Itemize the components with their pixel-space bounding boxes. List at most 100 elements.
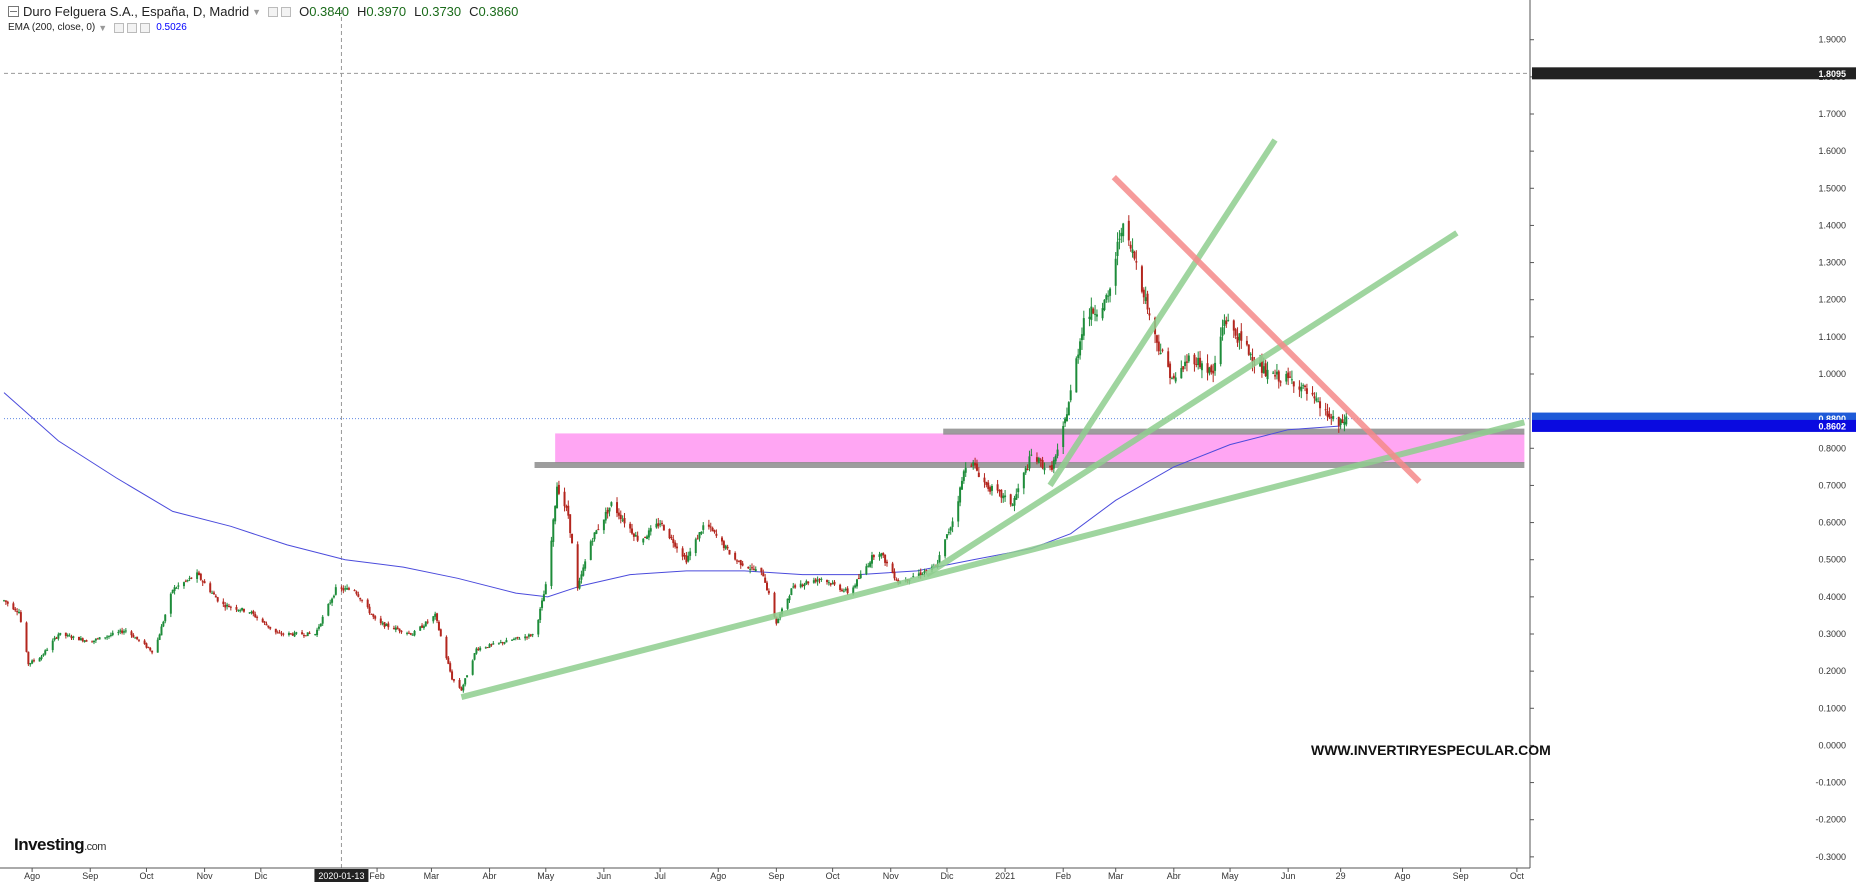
candle-body — [151, 650, 154, 653]
candle-body — [83, 640, 86, 642]
candle-body — [825, 580, 828, 583]
candle — [1114, 252, 1117, 295]
candle — [145, 642, 148, 649]
candle — [1290, 370, 1293, 385]
candle-body — [912, 576, 915, 578]
candle-body — [1037, 457, 1040, 463]
candle — [567, 500, 570, 519]
candle — [1275, 363, 1278, 380]
price-tick-label: 1.3000 — [1818, 258, 1846, 268]
candle-body — [960, 480, 963, 490]
indicator-chevron-icon[interactable]: ▼ — [98, 22, 108, 33]
candle — [308, 631, 311, 635]
candle-body — [766, 582, 768, 591]
hide-icon[interactable] — [281, 6, 292, 17]
candle — [4, 600, 7, 605]
red-trendline-0[interactable] — [1111, 175, 1422, 484]
candle-body — [604, 512, 607, 521]
candle — [721, 536, 724, 546]
candle-body — [514, 637, 517, 639]
candle-body — [55, 637, 58, 639]
candle-body — [327, 603, 330, 616]
candle — [541, 597, 544, 611]
candle — [518, 636, 521, 640]
candle-body — [265, 623, 268, 626]
green-trendline-0[interactable] — [460, 419, 1526, 701]
candle — [387, 621, 390, 630]
candle — [1148, 307, 1151, 321]
candle-body — [1264, 363, 1267, 377]
green-trendline-2[interactable] — [1047, 138, 1278, 488]
candle — [254, 611, 257, 618]
candle — [1067, 401, 1070, 416]
candle-body — [777, 618, 780, 624]
price-axis-background[interactable] — [1530, 0, 1860, 886]
candle — [1028, 450, 1031, 472]
candle — [19, 610, 22, 623]
candle — [737, 560, 740, 563]
candle-body — [550, 540, 553, 587]
candle — [1159, 343, 1162, 355]
candle-body — [424, 621, 427, 627]
price-tick-label: 0.3000 — [1818, 629, 1846, 639]
candle-body — [1343, 421, 1346, 425]
candle-body — [488, 644, 491, 648]
candle — [1185, 354, 1188, 372]
price-tick-label: 1.0000 — [1818, 369, 1846, 379]
candle-body — [407, 632, 410, 634]
candle-body — [527, 634, 530, 637]
candle — [1219, 327, 1222, 367]
candle-body — [1287, 372, 1290, 379]
candle-body — [974, 462, 977, 466]
candle — [1120, 227, 1123, 243]
time-tick-label: Feb — [369, 871, 385, 881]
candle-body — [411, 634, 414, 636]
time-tick-label: May — [537, 871, 555, 881]
candle-body — [289, 633, 292, 635]
candle — [998, 489, 1001, 497]
candle-body — [25, 622, 28, 652]
candle-body — [964, 467, 967, 473]
candle — [291, 632, 294, 637]
candle-body — [923, 571, 926, 574]
candle — [1232, 319, 1235, 338]
indicator-settings-icon[interactable] — [114, 22, 125, 33]
candle-body — [51, 640, 54, 651]
candle-body — [1219, 336, 1222, 365]
ema-value-tag-bg — [1532, 419, 1856, 432]
candle — [799, 580, 802, 589]
candle — [437, 620, 440, 631]
candle-body — [880, 553, 883, 556]
candle-body — [160, 626, 163, 636]
candle-body — [846, 588, 849, 594]
candle — [424, 621, 427, 627]
candle — [554, 505, 557, 525]
green-trendline-1[interactable] — [924, 230, 1459, 578]
candle-body — [1127, 220, 1130, 241]
candle-body — [1043, 467, 1046, 471]
candle-body — [381, 623, 384, 625]
candle — [514, 637, 517, 641]
price-tick-label: 1.6000 — [1818, 146, 1846, 156]
candle — [996, 479, 999, 494]
settings-icon[interactable] — [268, 6, 279, 17]
collapse-legend-icon[interactable] — [8, 6, 19, 17]
candle-body — [829, 583, 832, 585]
candle — [1101, 302, 1104, 321]
indicator-remove-icon[interactable] — [140, 22, 151, 33]
candle — [1238, 333, 1241, 350]
candle-body — [617, 512, 620, 516]
indicator-hide-icon[interactable] — [127, 22, 138, 33]
candle-body — [1206, 363, 1209, 373]
candle-body — [721, 537, 724, 542]
chevron-down-icon[interactable]: ▼ — [252, 6, 262, 17]
candle-body — [511, 639, 514, 641]
candle-body — [186, 579, 189, 581]
candle — [256, 615, 259, 621]
candle — [1279, 380, 1282, 387]
trendline-layer[interactable] — [460, 138, 1526, 701]
candle-body — [464, 678, 467, 685]
